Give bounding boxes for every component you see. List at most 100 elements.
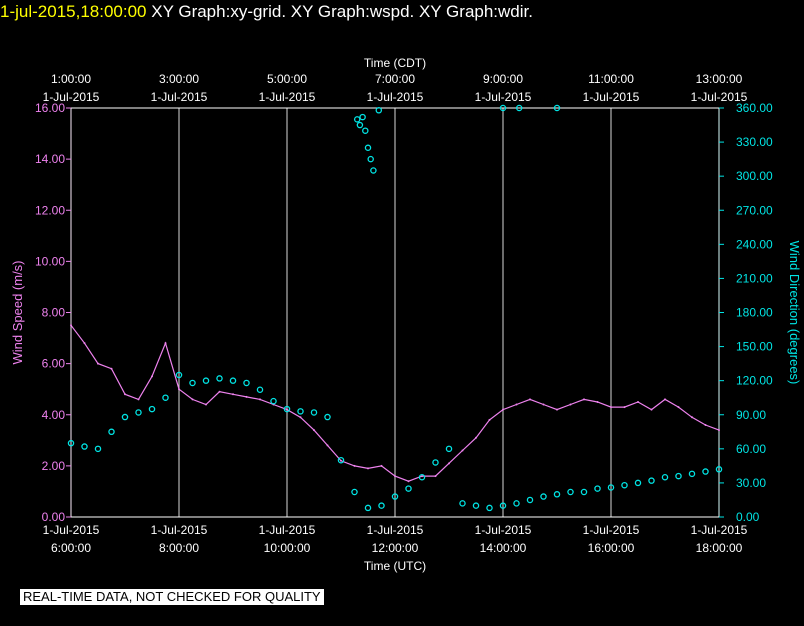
wind-direction-point (356, 121, 364, 129)
wind-direction-point (553, 104, 561, 112)
right-tick-label: 90.00 (736, 408, 766, 422)
wind-direction-point (162, 394, 169, 401)
wind-speed-point (380, 464, 383, 467)
wind-direction-point (515, 104, 523, 112)
wind-speed-point (488, 418, 491, 421)
wind-direction-point (256, 386, 264, 394)
wind-direction-point (526, 496, 534, 504)
bottom-tick-date: 1-Jul-2015 (691, 523, 748, 537)
wind-direction-point (445, 445, 453, 453)
wind-direction-point (81, 443, 88, 450)
wind-direction-point (375, 107, 383, 114)
wind-speed-point (124, 393, 126, 396)
wind-direction-point (353, 116, 361, 123)
top-tick-time: 1:00:00 (51, 72, 91, 86)
wind-direction-point (148, 405, 156, 413)
top-tick-date: 1-Jul-2015 (151, 90, 208, 104)
wind-direction-point (459, 500, 466, 507)
wind-speed-point (569, 403, 572, 406)
bottom-tick-time: 18:00:00 (696, 541, 743, 555)
wind-direction-point (202, 377, 210, 384)
wind-direction-point (594, 485, 601, 492)
wind-direction-point (675, 472, 682, 480)
wind-speed-point (259, 398, 261, 401)
wind-direction-point (229, 377, 237, 384)
wind-speed-point (583, 398, 585, 401)
top-tick-date: 1-Jul-2015 (367, 90, 424, 104)
right-tick-label: 0.00 (736, 510, 760, 524)
wind-speed-point (650, 408, 653, 411)
right-tick-label: 120.00 (736, 374, 773, 388)
left-tick-label: 0.00 (42, 510, 66, 524)
right-tick-label: 150.00 (736, 340, 773, 354)
bottom-tick-date: 1-Jul-2015 (367, 523, 424, 537)
right-tick-label: 360.00 (736, 101, 773, 115)
header-timestamp: 1-jul-2015,18:00:00 (0, 2, 147, 21)
wind-speed-point (286, 408, 288, 411)
wind-speed-point (245, 395, 248, 398)
wind-speed-point (340, 459, 342, 462)
wind-direction-point (135, 409, 142, 416)
wind-speed-point (704, 423, 707, 426)
wind-direction-point (580, 488, 588, 496)
wind-direction-point (270, 397, 277, 405)
wind-direction-point (216, 375, 223, 382)
wind-speed-point (97, 362, 99, 365)
wind-speed-point (610, 406, 612, 409)
wind-direction-point (378, 502, 385, 509)
wind-speed-point (164, 342, 167, 345)
right-tick-label: 180.00 (736, 306, 773, 320)
wind-speed-point (421, 475, 423, 478)
wind-speed-point (83, 342, 86, 345)
chart-header: 1-jul-2015,18:00:00 XY Graph:xy-grid. XY… (0, 2, 533, 22)
wind-direction-point (607, 484, 615, 491)
top-tick-date: 1-Jul-2015 (583, 90, 640, 104)
wind-direction-point (540, 493, 547, 500)
wind-speed-point (137, 398, 140, 401)
top-tick-time: 5:00:00 (267, 72, 307, 86)
wind-speed-point (502, 408, 504, 411)
wind-direction-point (499, 502, 507, 509)
wind-direction-point (621, 481, 628, 489)
bottom-tick-time: 12:00:00 (372, 541, 419, 555)
wind-direction-point (688, 470, 696, 478)
left-tick-label: 6.00 (42, 357, 66, 371)
bottom-tick-date: 1-Jul-2015 (583, 523, 640, 537)
wind-direction-point (367, 155, 374, 163)
wind-speed-point (110, 367, 113, 370)
wind-speed-point (677, 406, 680, 409)
top-tick-date: 1-Jul-2015 (691, 90, 748, 104)
top-tick-time: 9:00:00 (483, 72, 523, 86)
wind-speed-point (461, 449, 464, 452)
wind-direction-point (370, 167, 377, 174)
wind-speed-point (407, 480, 410, 483)
wind-direction-point (67, 439, 75, 447)
wind-speed-point (151, 375, 153, 378)
wind-speed-point (313, 429, 315, 432)
wind-direction-point (364, 504, 372, 512)
wind-direction-point (283, 405, 291, 413)
wind-speed-point (326, 444, 329, 447)
wind-direction-point (121, 413, 129, 421)
wind-direction-point (405, 485, 412, 492)
wind-speed-point (232, 393, 234, 396)
wind-speed-point (367, 467, 369, 470)
right-axis-title: Wind Direction (degrees) (787, 241, 802, 385)
wind-speed-point (178, 388, 180, 391)
wind-speed-point (191, 398, 194, 401)
wind-direction-point (359, 113, 366, 121)
wind-direction-point (310, 409, 318, 416)
right-tick-label: 30.00 (736, 476, 766, 490)
bottom-axis-title: Time (UTC) (364, 559, 426, 573)
wind-direction-point (391, 493, 399, 500)
left-tick-label: 16.00 (35, 101, 65, 115)
wind-direction-point (661, 473, 669, 481)
wind-speed-point (205, 403, 207, 406)
wind-direction-point (364, 144, 372, 152)
bottom-tick-date: 1-Jul-2015 (43, 523, 100, 537)
top-axis-title: Time (CDT) (364, 56, 426, 70)
wind-direction-point (432, 459, 439, 466)
wind-direction-point (715, 466, 723, 473)
right-tick-label: 60.00 (736, 442, 766, 456)
bottom-tick-date: 1-Jul-2015 (259, 523, 316, 537)
